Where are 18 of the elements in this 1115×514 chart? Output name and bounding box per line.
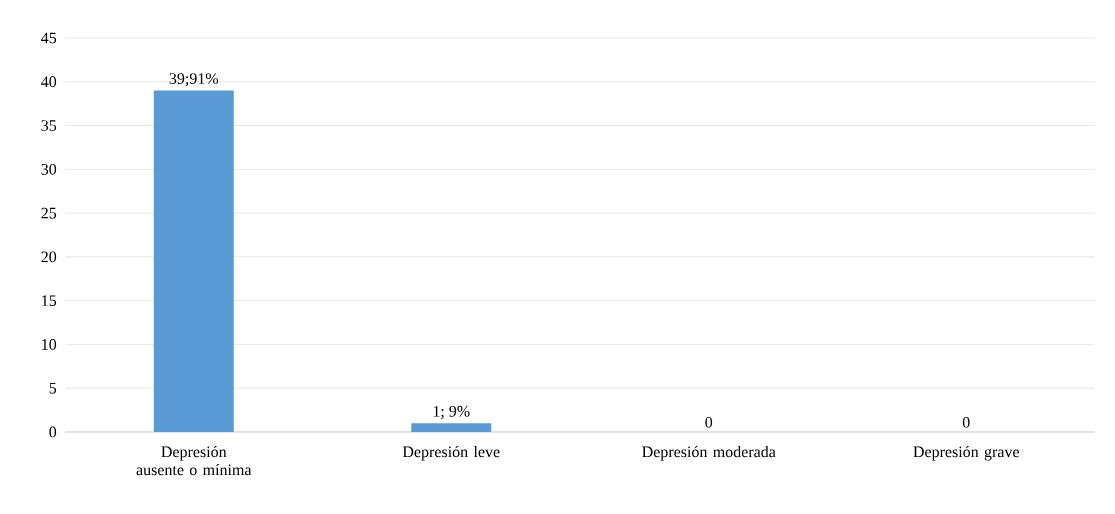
- y-tick-label: 0: [49, 426, 57, 438]
- y-tick-label: 30: [41, 163, 57, 175]
- y-tick-label: 20: [41, 251, 57, 263]
- data-label: 0: [962, 416, 970, 428]
- y-tick-label: 25: [41, 207, 57, 219]
- x-tick-label: Depresión ausente o mínima: [136, 445, 252, 476]
- y-tick-label: 45: [41, 32, 57, 44]
- y-tick-label: 10: [42, 339, 57, 350]
- x-tick-label: Depresión grave: [913, 445, 1019, 461]
- y-tick-label: 35: [41, 120, 57, 131]
- y-tick-label: 40: [41, 76, 57, 88]
- x-tick-label: Depresión leve: [402, 445, 500, 461]
- x-tick-label: Depresión moderada: [642, 445, 776, 461]
- data-label: 39;91%: [169, 73, 219, 87]
- y-tick-label: 5: [49, 382, 57, 394]
- data-label: 1; 9%: [433, 405, 470, 419]
- y-tick-label: 15: [42, 295, 57, 306]
- data-label: 0: [705, 416, 713, 428]
